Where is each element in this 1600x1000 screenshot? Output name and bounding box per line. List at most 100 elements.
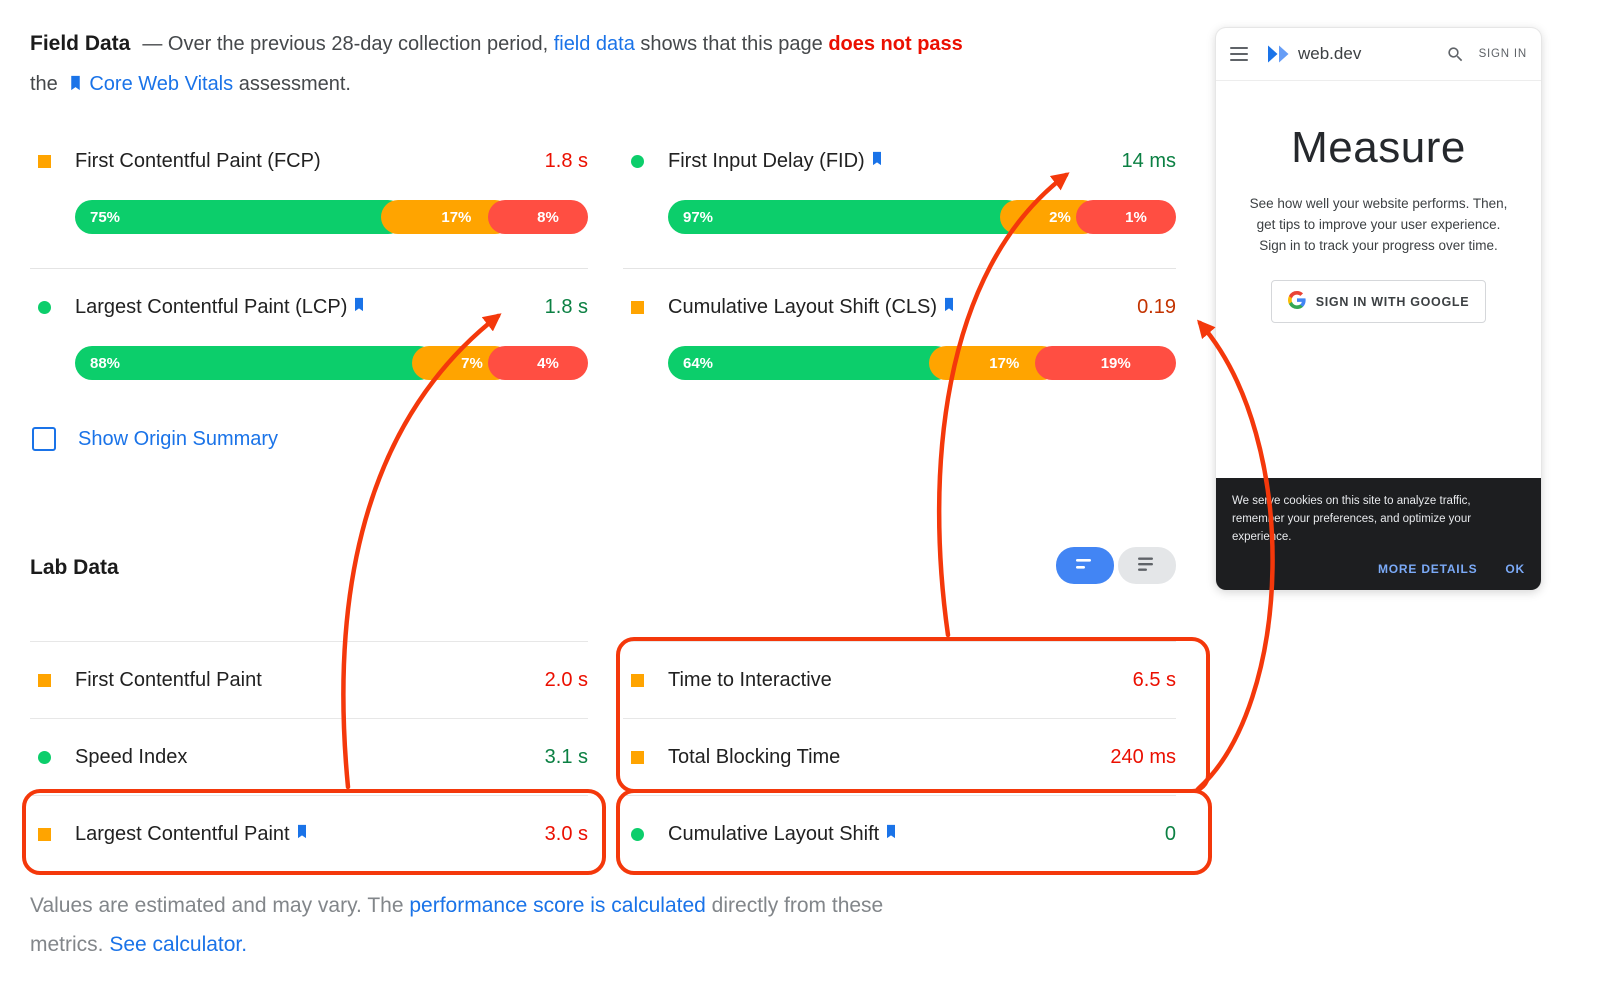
metric-label: First Contentful Paint (75, 668, 262, 691)
field-metric: First Input Delay (FID) 14 ms 97% 2% 1% (623, 144, 1176, 234)
bar-segment-label: 4% (537, 354, 559, 372)
lab-metric-row: Time to Interactive 6.5 s (623, 641, 1176, 718)
footer-text: Values are estimated and may vary. The (30, 894, 410, 917)
metric-value: 0 (1164, 822, 1176, 845)
metric-distribution-bar: 75% 17% 8% (75, 200, 588, 234)
field-metric-header: Largest Contentful Paint (LCP) 1.8 s (30, 290, 588, 324)
sign-in-link[interactable]: SIGN IN (1478, 48, 1527, 60)
metric-label: Total Blocking Time (668, 745, 841, 768)
field-desc-text: assessment. (233, 73, 351, 95)
bookmark-icon (67, 66, 84, 106)
green-circle-icon (631, 154, 644, 168)
web-dev-brand-text: web.dev (1298, 44, 1362, 63)
metric-label: First Contentful Paint (FCP) (75, 149, 321, 172)
orange-square-icon (38, 827, 51, 841)
web-dev-logo[interactable]: web.dev (1266, 44, 1361, 64)
orange-square-icon (631, 750, 644, 764)
bar-segment: 97% (668, 200, 1024, 234)
bar-segment-label: 97% (683, 208, 714, 226)
cookie-banner: We serve cookies on this site to analyze… (1216, 478, 1541, 590)
green-circle-icon (38, 300, 51, 314)
more-details-button[interactable]: MORE DETAILS (1378, 562, 1478, 576)
hamburger-menu-icon[interactable] (1230, 46, 1250, 62)
metric-label: Largest Contentful Paint (LCP) (75, 295, 348, 318)
bookmark-icon (941, 296, 957, 318)
bookmark-icon (883, 823, 899, 845)
lab-metric-row: Speed Index 3.1 s (30, 718, 588, 795)
bar-segment-label: 2% (1049, 208, 1071, 226)
field-metric: First Contentful Paint (FCP) 1.8 s 75% 17% 8… (30, 144, 588, 234)
lab-metric-row: Total Blocking Time 240 ms (623, 718, 1176, 795)
text-lines-icon (1137, 557, 1157, 575)
cookie-text: We serve cookies on this site to analyze… (1232, 495, 1472, 543)
google-logo-icon (1287, 291, 1306, 312)
bookmark-icon (869, 150, 885, 172)
field-metric: Largest Contentful Paint (LCP) 1.8 s 88% 7%… (30, 290, 588, 380)
bar-segment-label: 88% (90, 354, 121, 372)
green-circle-icon (631, 827, 644, 841)
field-metric: Cumulative Layout Shift (CLS) 0.19 64% 17% 1… (623, 290, 1176, 380)
field-data-link[interactable]: field data (553, 33, 635, 55)
expanded-view-toggle-button[interactable] (1118, 547, 1176, 584)
performance-score-link[interactable]: performance score is calculated (409, 894, 706, 917)
metric-distribution-bar: 64% 17% 19% (668, 346, 1176, 380)
divider (623, 268, 1176, 269)
metric-value: 0.19 (1137, 295, 1176, 318)
orange-square-icon (631, 300, 644, 314)
metric-label: Time to Interactive (668, 668, 832, 691)
field-desc-text: shows that this page (634, 33, 829, 55)
metric-label: Speed Index (75, 745, 188, 768)
orange-square-icon (38, 673, 51, 687)
google-button-label: SIGN IN WITH GOOGLE (1315, 294, 1470, 309)
dense-list-icon (1075, 557, 1095, 575)
lab-data-title: Lab Data (30, 556, 119, 579)
metric-value: 3.0 s (544, 822, 588, 845)
metric-value: 240 ms (1110, 745, 1176, 768)
metric-label: Cumulative Layout Shift (CLS) (668, 295, 938, 318)
bookmark-icon (351, 296, 367, 318)
search-icon[interactable] (1446, 45, 1465, 64)
see-calculator-link[interactable]: See calculator. (109, 933, 248, 956)
metric-distribution-bar: 97% 2% 1% (668, 200, 1176, 234)
divider (30, 268, 588, 269)
metrics-view-toggle-button[interactable] (1056, 547, 1114, 584)
field-data-title: Field Data (30, 32, 131, 55)
bar-segment-label: 1% (1125, 208, 1147, 226)
metric-label: Cumulative Layout Shift (668, 822, 880, 845)
metric-value: 2.0 s (544, 668, 588, 691)
measure-heading: Measure (1291, 123, 1466, 172)
bar-segment-label: 19% (1100, 354, 1131, 372)
bar-segment-label: 17% (989, 354, 1020, 372)
field-desc-text: — Over the previous 28-day collection pe… (142, 33, 554, 55)
lab-metric-row: Cumulative Layout Shift 0 (623, 795, 1176, 872)
metric-label: First Input Delay (FID) (668, 149, 865, 172)
bar-segment: 88% (75, 346, 436, 380)
field-metric-header: First Input Delay (FID) 14 ms (623, 144, 1176, 178)
bar-segment-label: 7% (461, 354, 483, 372)
cookie-actions: MORE DETAILS OK (1232, 560, 1525, 578)
lab-metrics-left-column: First Contentful Paint 2.0 s Speed Index 3.… (30, 641, 588, 872)
footer-note: Values are estimated and may vary. The p… (30, 886, 1160, 964)
green-circle-icon (38, 750, 51, 764)
does-not-pass-text: does not pass (828, 33, 963, 55)
origin-summary-checkbox[interactable] (32, 427, 56, 451)
phone-header: web.dev SIGN IN (1216, 28, 1541, 81)
bar-segment-label: 75% (90, 208, 121, 226)
origin-summary-label[interactable]: Show Origin Summary (78, 427, 279, 450)
bar-segment: 75% (75, 200, 405, 234)
sign-in-with-google-button[interactable]: SIGN IN WITH GOOGLE (1270, 280, 1487, 323)
bookmark-icon (294, 823, 310, 845)
bar-segment-label: 64% (683, 354, 714, 372)
metric-value: 6.5 s (1132, 668, 1176, 691)
bar-segment: 1% (1076, 200, 1176, 234)
lab-metric-row: Largest Contentful Paint 3.0 s (30, 795, 588, 872)
metric-value: 14 ms (1121, 149, 1176, 172)
show-origin-summary[interactable]: Show Origin Summary (32, 427, 278, 451)
core-web-vitals-link[interactable]: Core Web Vitals (89, 73, 234, 95)
field-metric-header: Cumulative Layout Shift (CLS) 0.19 (623, 290, 1176, 324)
cookie-ok-button[interactable]: OK (1505, 562, 1525, 576)
bar-segment: 64% (668, 346, 954, 380)
bar-segment-label: 17% (441, 208, 472, 226)
field-metrics-grid: First Contentful Paint (FCP) 1.8 s 75% 17% 8… (30, 144, 1176, 380)
